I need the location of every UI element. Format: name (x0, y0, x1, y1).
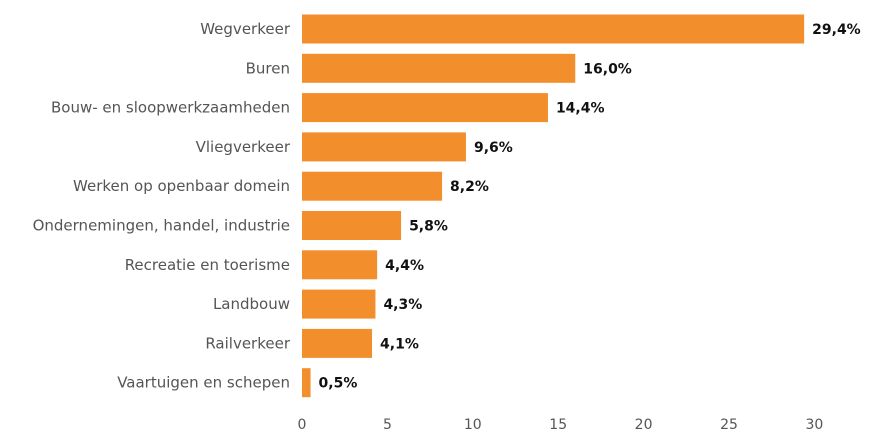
data-label: 8,2% (450, 179, 489, 195)
x-tick-label: 25 (720, 417, 738, 432)
category-label: Werken op openbaar domein (73, 177, 290, 195)
data-labels: 29,4% 16,0% 14,4% 9,6% 8,2% 5,8% 4,4% 4,3% 4,1% 0… (319, 22, 861, 392)
category-labels: Wegverkeer Buren Bouw- en sloopwerkzaamhed… (33, 20, 291, 392)
x-tick-label: 10 (464, 417, 482, 432)
category-label: Railverkeer (205, 334, 291, 352)
category-label: Vliegverkeer (196, 138, 291, 156)
bars (302, 14, 805, 398)
x-axis-ticks: 05101520253035 (298, 417, 824, 432)
data-label: 5,8% (409, 219, 448, 235)
bar (302, 250, 378, 280)
data-label: 4,4% (385, 258, 424, 274)
data-label: 16,0% (583, 61, 632, 77)
data-label: 9,6% (474, 140, 513, 156)
data-label: 29,4% (812, 22, 861, 38)
category-label: Vaartuigen en schepen (117, 374, 290, 392)
x-tick-label: 15 (549, 417, 567, 432)
data-label: 4,3% (383, 297, 422, 313)
data-label: 14,4% (556, 101, 605, 117)
data-label: 0,5% (319, 376, 358, 392)
category-label: Wegverkeer (200, 20, 291, 38)
x-tick-label: 0 (298, 417, 307, 432)
category-label: Recreatie en toerisme (125, 256, 290, 274)
bar (302, 93, 548, 123)
category-label: Buren (246, 59, 290, 77)
bar (302, 289, 376, 319)
x-tick-label: 20 (635, 417, 653, 432)
x-tick-label: 5 (383, 417, 392, 432)
bar (302, 211, 402, 240)
x-tick-label: 30 (805, 417, 823, 432)
bar (302, 328, 373, 358)
bar (302, 53, 576, 83)
category-label: Bouw- en sloopwerkzaamheden (51, 99, 290, 117)
bar (302, 132, 466, 162)
bar (302, 368, 311, 398)
category-label: Landbouw (213, 295, 290, 313)
data-label: 4,1% (380, 336, 419, 352)
category-label: Ondernemingen, handel, industrie (33, 217, 290, 235)
bar (302, 14, 805, 44)
bar (302, 171, 443, 201)
